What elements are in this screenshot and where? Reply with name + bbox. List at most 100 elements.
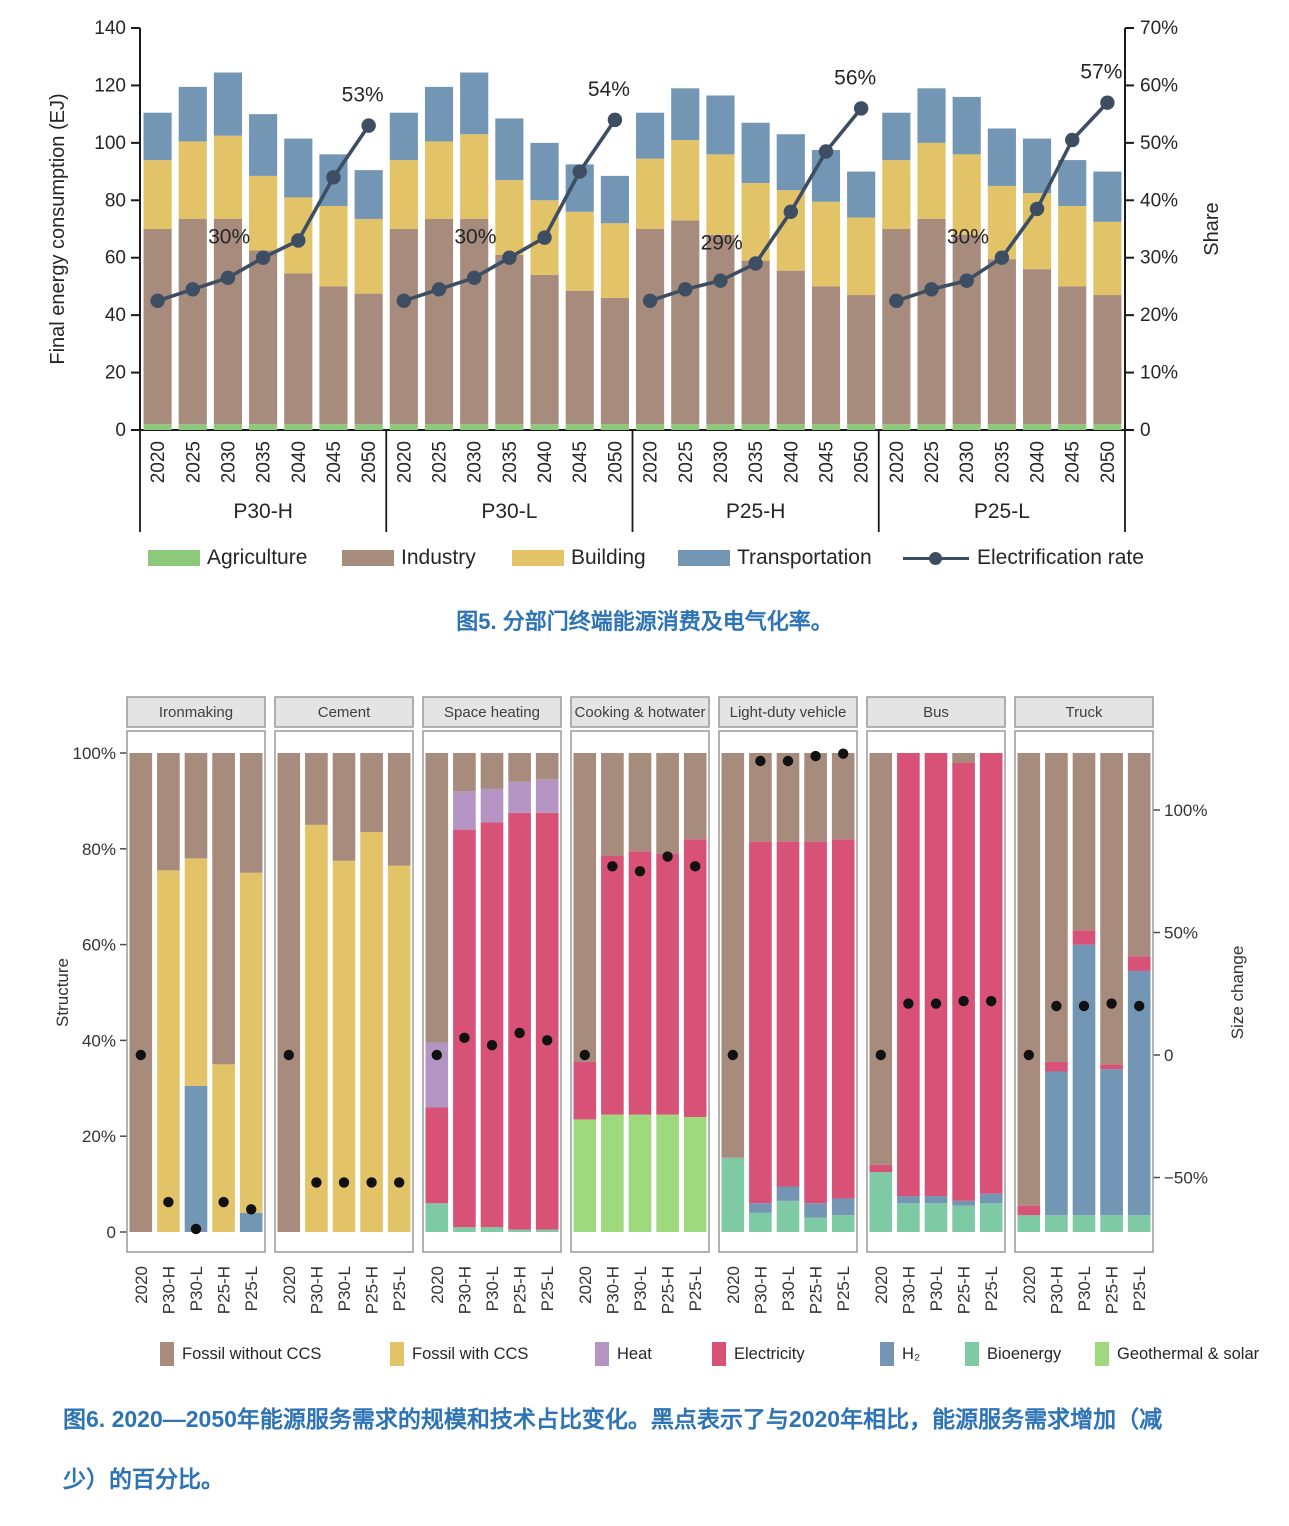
fig5-y-tick-label: 0: [115, 420, 126, 441]
fig6-y2-tick-label: −50%: [1164, 1169, 1208, 1188]
fig6-x-tick-label: 2020: [280, 1266, 299, 1304]
fig6-bar-segment-bioenergy: [897, 1203, 920, 1232]
fig5-bar-segment-transportation: [636, 112, 665, 159]
fig5-x-tick-label: 2020: [394, 441, 415, 483]
fig5-bar-segment-transportation: [178, 86, 207, 142]
fig6-bar-segment-electricity: [535, 812, 559, 1230]
fig6-bar-segment-fossil_without_ccs: [1017, 753, 1041, 1206]
fig5-line-annotation: 57%: [1080, 61, 1122, 84]
fig6-bar-segment-bioenergy: [1017, 1215, 1041, 1232]
fig5-bar-segment-agriculture: [424, 424, 454, 430]
fig5-bar-segment-building: [847, 217, 876, 296]
fig6-size-change-dot: [1023, 1049, 1034, 1061]
fig6-legend-item-geothermal_solar: Geothermal & solar: [1095, 1342, 1259, 1366]
fig5-bar-segment-transportation: [249, 114, 278, 176]
fig6-panel-title: Bus: [923, 704, 949, 721]
fig5-bar-segment-building: [882, 160, 911, 229]
fig6-bar-segment-bioenergy: [1127, 1215, 1151, 1232]
fig5-x-tick-label: 2025: [922, 441, 943, 483]
legend-label: Heat: [617, 1344, 652, 1363]
fig6-bar-segment-electricity: [776, 841, 800, 1187]
fig6-size-change-dot: [958, 995, 969, 1007]
fig6-x-tick-label: P30-H: [603, 1266, 622, 1314]
fig5-electrification-point: [853, 101, 869, 116]
fig5-electrification-point: [994, 250, 1010, 265]
fig5-bar-segment-industry: [565, 290, 594, 425]
fig6-bar-segment-bioenergy: [924, 1203, 948, 1232]
fig5-bar-segment-agriculture: [706, 424, 735, 430]
fig6-x-tick-label: 2020: [428, 1266, 447, 1304]
fig6-x-tick-label: 2020: [1020, 1266, 1039, 1304]
fig5-electrification-point: [255, 250, 271, 265]
fig6-bar-segment-heat: [425, 1042, 449, 1108]
fig5-bar-segment-industry: [530, 274, 559, 425]
fig5-bar-segment-building: [987, 185, 1016, 260]
fig5-electrification-point: [713, 273, 728, 288]
fig5-bar-segment-agriculture: [284, 424, 313, 430]
fig6-size-change-dot: [394, 1177, 405, 1188]
fig6-bar-segment-electricity: [601, 855, 624, 1115]
fig5-bar-segment-transportation: [706, 95, 735, 155]
fig5-y2-tick-label: 70%: [1140, 18, 1178, 39]
fig5-bar-segment-building: [319, 206, 348, 287]
fig6-size-change-dot: [338, 1177, 350, 1188]
fig5-bar-segment-agriculture: [1022, 424, 1052, 430]
fig6-bar-segment-fossil_with_ccs: [212, 1064, 235, 1232]
fig5-bar-segment-building: [565, 211, 594, 291]
fig5-bar-segment-agriculture: [987, 424, 1016, 430]
fig5-electrification-point: [326, 170, 341, 185]
fig5-panel-label: P30-L: [481, 500, 537, 523]
fig6-y-axis-title: Structure: [53, 958, 72, 1027]
fig5-bar-segment-agriculture: [811, 424, 841, 430]
fig6-x-tick-label: P25-H: [1103, 1266, 1122, 1314]
fig5-electrification-point: [959, 273, 974, 288]
fig5-bar-segment-industry: [143, 229, 172, 425]
fig5-legend-item-agriculture: Agriculture: [148, 546, 307, 570]
fig6-panel-title: Space heating: [444, 704, 540, 721]
fig5-line-annotation: 30%: [208, 226, 250, 249]
fig5-bar-segment-agriculture: [143, 424, 172, 430]
fig6-bar-segment-bioenergy: [1100, 1215, 1123, 1232]
fig6-x-tick-label: P25-H: [215, 1266, 234, 1314]
fig6-bar-segment-fossil_without_ccs: [480, 753, 504, 789]
fig5-bar-segment-industry: [249, 250, 278, 425]
fig5-x-tick-label: 2035: [500, 441, 521, 483]
electrification-line-icon: [903, 551, 969, 565]
fig6-bar-segment-h2: [924, 1196, 948, 1204]
fig5-line-annotation: 56%: [834, 66, 876, 89]
fig6-size-change-dot: [930, 998, 942, 1009]
legend-swatch-icon: [512, 550, 564, 566]
fig6-size-change-dot: [755, 755, 766, 767]
fig6-x-tick-label: P25-L: [242, 1266, 261, 1311]
fig5-bar-segment-agriculture: [213, 424, 243, 430]
fig5-y-axis-title: Final energy consumption (EJ): [47, 93, 69, 364]
fig6-bar-segment-h2: [979, 1193, 1003, 1204]
fig5-bar-segment-industry: [1093, 295, 1122, 425]
fig6-panel-title: Truck: [1066, 704, 1103, 721]
fig6-bar-segment-geothermal_solar: [601, 1114, 624, 1232]
fig5-bar-segment-building: [811, 201, 841, 287]
fig6-x-tick-label: P25-H: [659, 1266, 678, 1314]
fig5-electrification-point: [150, 293, 165, 308]
fig6-size-change-dot: [366, 1177, 377, 1188]
fig6-bar-segment-h2: [897, 1196, 920, 1204]
legend-swatch-icon: [148, 550, 200, 566]
fig6-size-change-dot: [903, 998, 914, 1009]
fig6-bar-segment-electricity: [1100, 1064, 1123, 1070]
legend-label: Fossil without CCS: [182, 1344, 322, 1363]
fig6-bar-segment-electricity: [1072, 930, 1096, 945]
fig5-bar-segment-transportation: [882, 112, 911, 161]
fig5-panel-label: P30-H: [233, 500, 293, 523]
fig6-panel-title: Light-duty vehicle: [730, 704, 847, 721]
fig5-y2-tick-label: 60%: [1140, 75, 1178, 96]
fig6-x-tick-label: P30-L: [1075, 1266, 1094, 1311]
fig6-y-tick-label: 100%: [73, 744, 116, 763]
fig6-bar-segment-fossil_without_ccs: [425, 753, 449, 1043]
fig5-bar-segment-industry: [671, 220, 700, 425]
fig6-bar-segment-electricity: [952, 762, 975, 1201]
fig6-size-change-dot: [634, 866, 646, 877]
fig6-bar-segment-fossil_without_ccs: [656, 753, 679, 854]
legend-swatch-icon: [1095, 1342, 1109, 1366]
fig6-legend-item-electricity: Electricity: [712, 1342, 805, 1366]
fig6-bar-segment-fossil_without_ccs: [776, 753, 800, 842]
